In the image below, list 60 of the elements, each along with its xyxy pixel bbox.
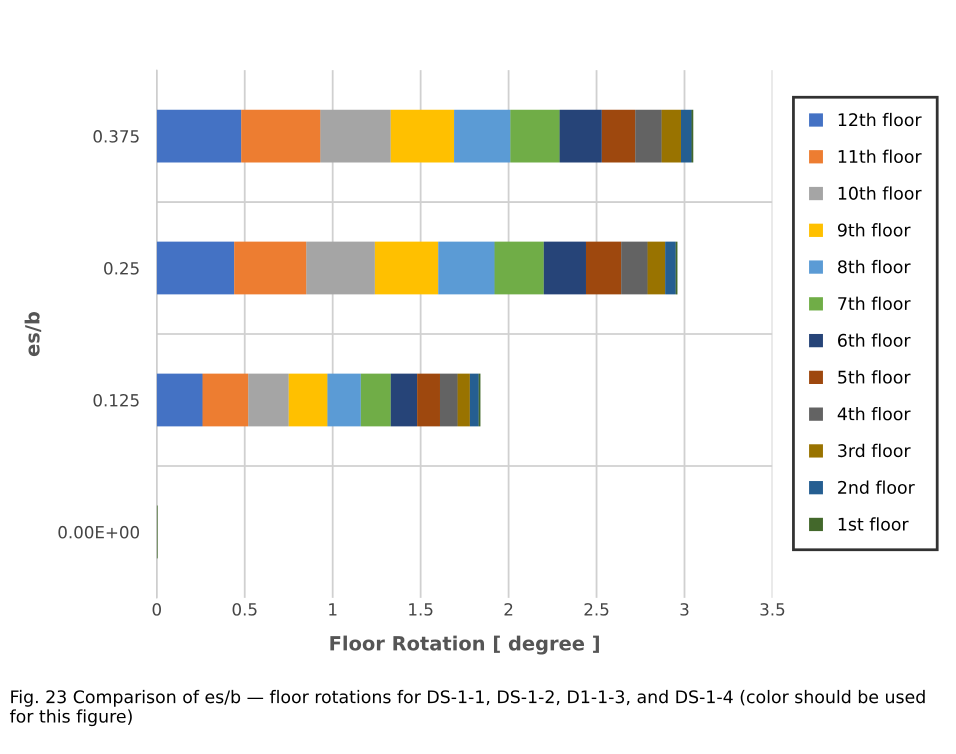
bar: [374, 242, 438, 294]
y-axis-title: es/b: [24, 312, 42, 356]
bar: [635, 110, 662, 162]
bar: [306, 242, 375, 294]
x-tick-label: 3: [680, 603, 688, 616]
x-axis-title: Floor Rotation [ degree ]: [330, 636, 599, 655]
x-tick-label: 0: [152, 603, 161, 616]
bar: [510, 110, 560, 162]
x-tick-label: 0.5: [232, 603, 257, 616]
bar: [417, 374, 440, 426]
bar: [665, 242, 676, 294]
bar: [621, 242, 648, 294]
caption: Fig. 23 Comparison of es/b — floor rotations for DS-1-1, DS-1-2, D1-1-3, and DS-1-4 (color should be used for this figure): [10, 690, 925, 726]
bar: [156, 374, 203, 426]
bar: [360, 374, 391, 426]
legend-label: 3rd floor: [838, 444, 911, 458]
legend-label: 9th floor: [838, 223, 911, 237]
x-tick-label: 2: [504, 603, 512, 616]
bar: [320, 110, 391, 162]
legend-label: 8th floor: [838, 260, 911, 274]
bar: [248, 374, 289, 426]
bar: [390, 110, 454, 162]
legend-label: 12th floor: [838, 112, 922, 126]
bar: [560, 110, 602, 162]
legend-label: 5th floor: [838, 370, 911, 384]
bar: [648, 242, 666, 294]
bar: [602, 110, 636, 162]
x-tick-label: 2.5: [584, 603, 608, 616]
legend-label: 7th floor: [838, 296, 911, 310]
bar: [327, 374, 361, 426]
bar: [454, 110, 510, 162]
legend-label: 2nd floor: [838, 480, 915, 494]
bar: [156, 242, 234, 294]
bar: [202, 374, 248, 426]
legend-label: 10th floor: [838, 186, 922, 200]
y-tick-label: 0.00E+00: [58, 526, 140, 539]
bar: [438, 242, 495, 294]
legend-label: 11th floor: [838, 150, 922, 164]
y-tick-label: 0.25: [104, 262, 139, 275]
bar: [458, 374, 470, 426]
bar: [241, 110, 320, 162]
y-tick-label: 0.375: [94, 130, 139, 143]
bar: [470, 374, 479, 426]
bar: [544, 242, 586, 294]
bar: [390, 374, 418, 426]
x-tick-label: 3.5: [760, 603, 784, 616]
x-tick-label: 1: [329, 603, 336, 616]
bar: [662, 110, 681, 162]
bar: [288, 374, 328, 426]
bar: [234, 242, 306, 294]
bar: [494, 242, 544, 294]
bar: [586, 242, 622, 294]
x-tick-label: 1.5: [409, 603, 432, 616]
legend-label: 4th floor: [838, 406, 911, 420]
legend-label: 1st floor: [838, 517, 909, 531]
bar: [440, 374, 458, 426]
bar: [680, 110, 692, 162]
legend-label: 6th floor: [838, 333, 911, 347]
bar: [156, 110, 242, 162]
y-tick-label: 0.125: [94, 394, 139, 407]
